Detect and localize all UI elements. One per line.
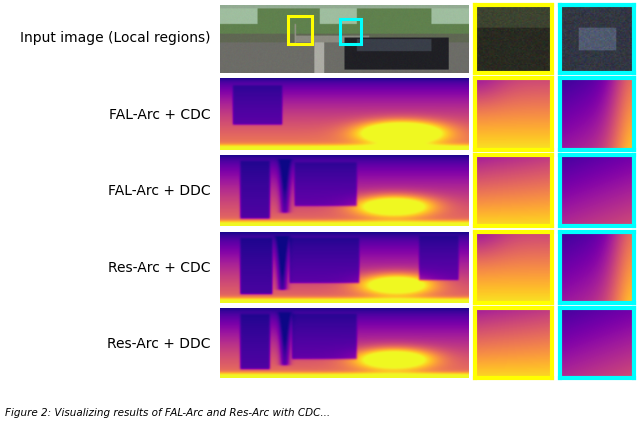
Text: Input image (Local regions): Input image (Local regions) [20,31,211,45]
Text: Res-Arc + DDC: Res-Arc + DDC [107,336,211,350]
Bar [288,17,312,45]
Text: FAL-Arc + DDC: FAL-Arc + DDC [108,184,211,198]
Text: Res-Arc + CDC: Res-Arc + CDC [108,260,211,274]
Bar [340,20,362,45]
Text: Figure 2: Visualizing results of FAL-Arc and Res-Arc with CDC...: Figure 2: Visualizing results of FAL-Arc… [5,407,330,417]
Text: FAL-Arc + CDC: FAL-Arc + CDC [109,108,211,122]
